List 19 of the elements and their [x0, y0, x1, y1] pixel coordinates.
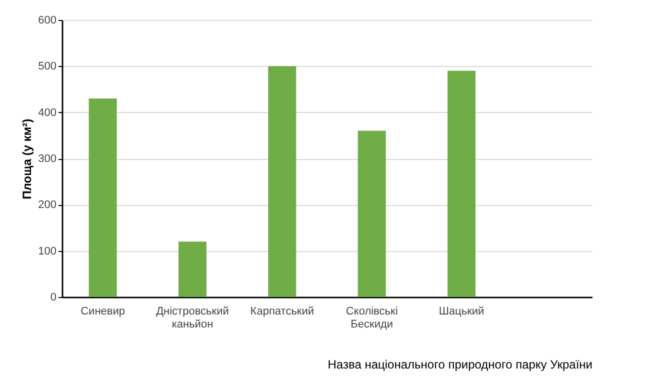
- y-tick-label: 300: [38, 153, 56, 165]
- y-tick-label: 200: [38, 199, 56, 212]
- x-tick-label: Карпатський: [250, 306, 314, 318]
- x-axis-title: Назва національного природного парку України: [328, 358, 592, 372]
- y-axis-title: Площа (у км²): [20, 118, 34, 200]
- y-tick-label: 500: [38, 60, 56, 73]
- bar: [178, 242, 206, 297]
- bar: [268, 66, 296, 297]
- x-tick-label: Шацький: [438, 306, 484, 318]
- y-tick-label: 400: [38, 106, 56, 119]
- y-tick-label: 600: [38, 14, 56, 26]
- x-tick-label: Сколівські Бескиди: [346, 306, 398, 330]
- y-tick-label: 100: [38, 245, 56, 258]
- x-tick-label: Синевир: [80, 306, 125, 318]
- bar: [448, 70, 476, 297]
- bar: [358, 130, 386, 297]
- bar: [88, 98, 117, 297]
- y-tick-label: 0: [50, 292, 56, 304]
- x-tick-label: Дністровський каньйон: [156, 306, 229, 330]
